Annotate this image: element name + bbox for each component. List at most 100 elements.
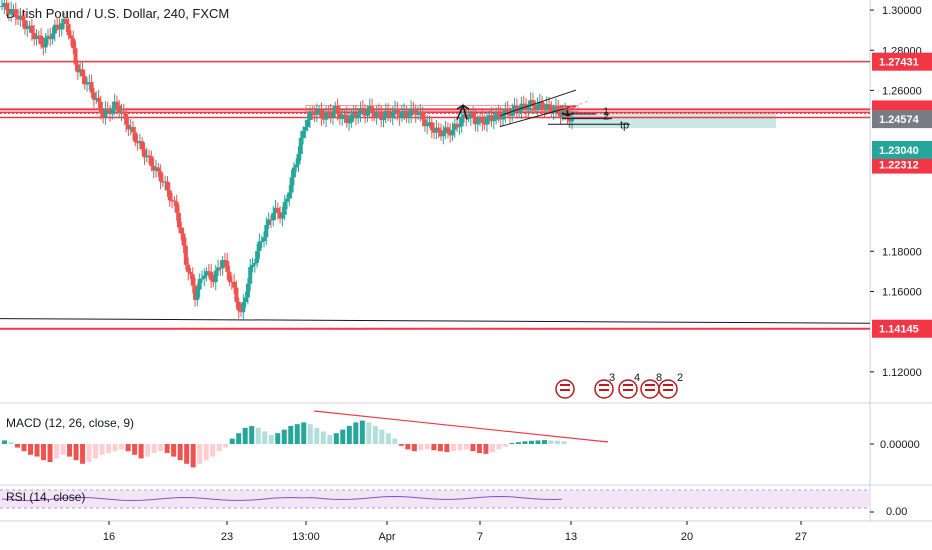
macd-histogram-bar <box>41 444 47 461</box>
candle-body <box>434 127 439 133</box>
macd-histogram-bar <box>281 429 287 444</box>
macd-histogram-bar <box>47 444 53 462</box>
candle-body <box>285 198 289 202</box>
candle-body <box>34 35 39 40</box>
candle-body <box>383 110 388 119</box>
candle-body <box>347 122 352 124</box>
macd-histogram-bar <box>502 444 508 447</box>
candle-body <box>43 37 48 48</box>
candle-body <box>376 111 381 113</box>
candle-body <box>252 262 257 265</box>
candle-body <box>211 280 216 283</box>
macd-histogram-bar <box>138 444 144 459</box>
candle-body <box>489 115 494 122</box>
candle-body <box>521 103 526 105</box>
candle-body <box>365 110 370 116</box>
macd-histogram-bar <box>476 444 482 453</box>
event-flag-stripe <box>599 384 609 386</box>
candle-body <box>163 181 168 183</box>
candle-body <box>397 114 402 118</box>
event-flag-count: 3 <box>609 372 615 384</box>
time-axis-label: 7 <box>477 531 483 543</box>
target-zone <box>568 111 776 129</box>
candle-body <box>328 112 333 118</box>
candle-body <box>402 110 407 113</box>
candle-body <box>353 113 358 118</box>
candle-body <box>225 260 230 272</box>
candle-body <box>13 9 18 18</box>
time-axis-label: 23 <box>221 531 233 543</box>
candle-body <box>452 123 457 130</box>
macd-histogram-bar <box>125 444 131 452</box>
candle-body <box>558 110 563 117</box>
macd-histogram-bar <box>216 444 222 452</box>
candle-body <box>305 120 310 127</box>
candle-body <box>105 108 110 110</box>
candle-body <box>296 154 301 165</box>
macd-histogram-bar <box>496 444 502 450</box>
price-tag <box>872 319 932 338</box>
candle-body <box>186 264 191 273</box>
candle-body <box>48 35 53 40</box>
candle-body <box>110 108 115 114</box>
macd-histogram-bar <box>93 444 99 459</box>
candle-body <box>6 9 11 15</box>
macd-histogram-bar <box>548 440 554 444</box>
macd-histogram-bar <box>398 444 404 446</box>
projection-line <box>567 100 591 110</box>
candle-body <box>455 123 460 128</box>
candle-body <box>135 142 140 144</box>
macd-histogram-bar <box>535 440 541 444</box>
candle-body <box>131 127 136 133</box>
macd-histogram-bar <box>242 427 248 444</box>
candle-body <box>213 270 218 283</box>
candle-body <box>556 106 561 111</box>
candle-body <box>153 167 158 171</box>
candle-body <box>330 112 335 118</box>
candle-body <box>399 112 404 118</box>
candle-body <box>32 32 37 40</box>
macd-histogram-bar <box>15 444 21 448</box>
candle-body <box>413 109 418 115</box>
candle-body <box>349 114 354 123</box>
candle-body <box>517 110 522 112</box>
candle-body <box>220 260 225 269</box>
candle-body <box>45 35 50 38</box>
candle-body <box>236 302 241 311</box>
candle-body <box>259 241 264 243</box>
macd-histogram-bar <box>223 444 229 448</box>
price-tag <box>872 52 932 71</box>
candle-body <box>89 82 94 93</box>
price-tag-label: 1.23040 <box>879 145 919 157</box>
candle-body <box>530 100 535 105</box>
macd-histogram-bar <box>249 426 255 444</box>
candle-body <box>282 201 287 215</box>
candle-body <box>519 103 524 111</box>
macd-histogram-bar <box>457 444 463 451</box>
macd-histogram-bar <box>437 444 443 452</box>
price-tag-label: 1.27431 <box>879 57 919 69</box>
candle-body <box>379 112 384 121</box>
candle-body <box>567 117 572 122</box>
candle-body <box>124 113 129 125</box>
event-flag-stripe <box>623 389 633 391</box>
macd-histogram-bar <box>28 444 34 455</box>
macd-histogram-bar <box>8 442 14 444</box>
macd-histogram-bar <box>145 444 151 457</box>
macd-histogram-bar <box>515 442 521 444</box>
candle-body <box>29 25 34 33</box>
candle-body <box>147 155 152 157</box>
time-axis-label: 16 <box>103 531 115 543</box>
candle-body <box>395 108 400 115</box>
candle-body <box>374 111 379 117</box>
candle-body <box>16 17 21 20</box>
candle-body <box>549 105 554 113</box>
candle-body <box>540 101 545 109</box>
macd-histogram-bar <box>294 424 300 444</box>
time-axis-label: 13:00 <box>292 531 320 543</box>
macd-histogram-bar <box>301 422 307 444</box>
event-flag-count: 8 <box>656 372 662 384</box>
candle-body <box>57 25 62 30</box>
macd-histogram-bar <box>424 444 430 450</box>
